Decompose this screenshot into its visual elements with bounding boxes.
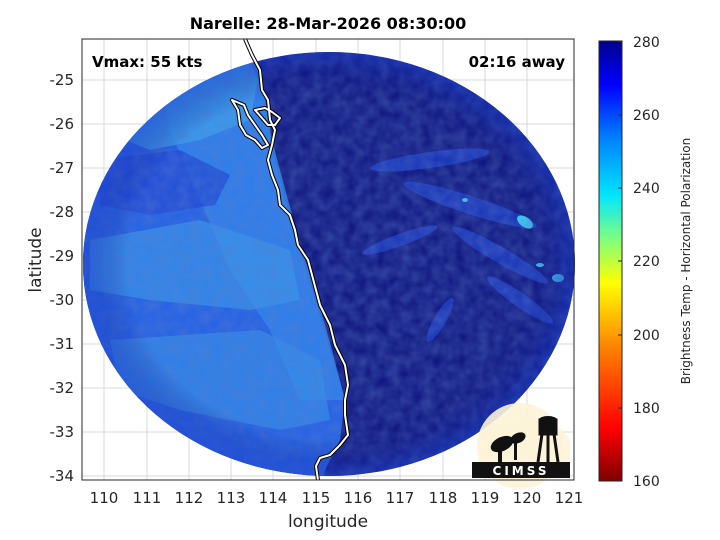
- chart-title: Narelle: 28-Mar-2026 08:30:00: [190, 14, 467, 33]
- x-tick-label: 114: [259, 489, 288, 507]
- water-tower-icon: [536, 418, 560, 463]
- colorbar-tick: 160: [633, 474, 660, 490]
- x-tick-label: 111: [133, 489, 162, 507]
- x-tick-label: 121: [555, 489, 584, 507]
- brightness-temp-swath: [83, 52, 575, 476]
- x-tick-label: 115: [302, 489, 331, 507]
- x-tick-label: 120: [513, 489, 542, 507]
- y-tick-label: -28: [50, 203, 75, 221]
- y-tick-labels: -25 -26 -27 -28 -29 -30 -31 -32 -33 -34: [50, 71, 75, 485]
- x-tick-label: 110: [90, 489, 119, 507]
- colorbar-tick: 240: [633, 181, 660, 197]
- colorbar-tick: 280: [633, 35, 660, 51]
- y-tick-label: -26: [50, 115, 75, 133]
- x-tick-label: 116: [344, 489, 373, 507]
- dish-antenna-icon: [490, 435, 514, 453]
- x-tick-label: 117: [386, 489, 415, 507]
- y-tick-label: -32: [50, 379, 75, 397]
- y-tick-label: -29: [50, 247, 75, 265]
- x-tick-labels: 110 111 112 113 114 115 116 117 118 119 …: [90, 489, 584, 507]
- y-tick-label: -25: [50, 71, 75, 89]
- y-tick-label: -34: [50, 467, 75, 485]
- colorbar-tick: 180: [633, 401, 660, 417]
- y-axis-label: latitude: [26, 227, 46, 292]
- x-tick-label: 113: [217, 489, 246, 507]
- x-axis-label: longitude: [288, 512, 368, 532]
- colorbar-tick: 260: [633, 108, 660, 124]
- eta-text: 02:16 away: [469, 53, 566, 71]
- x-tick-label: 119: [471, 489, 500, 507]
- colorbar-label: Brightness Temp - Horizontal Polarizatio…: [679, 138, 693, 385]
- logo-text: CIMSS: [493, 464, 550, 478]
- colorbar-tick: 220: [633, 254, 660, 270]
- colorbar: 280 260 240 220 200 180 160 Brightness T…: [598, 35, 693, 490]
- y-tick-label: -33: [50, 423, 75, 441]
- x-tick-label: 118: [429, 489, 458, 507]
- coastline-highlight: [231, 38, 349, 481]
- x-tick-label: 112: [175, 489, 204, 507]
- plot-border: [81, 38, 575, 481]
- colorbar-tick: 200: [633, 328, 660, 344]
- y-tick-label: -31: [50, 335, 75, 353]
- cimss-logo: CIMSS: [472, 403, 570, 489]
- y-tick-label: -27: [50, 159, 75, 177]
- vmax-text: Vmax: 55 kts: [92, 53, 202, 71]
- y-tick-label: -30: [50, 291, 75, 309]
